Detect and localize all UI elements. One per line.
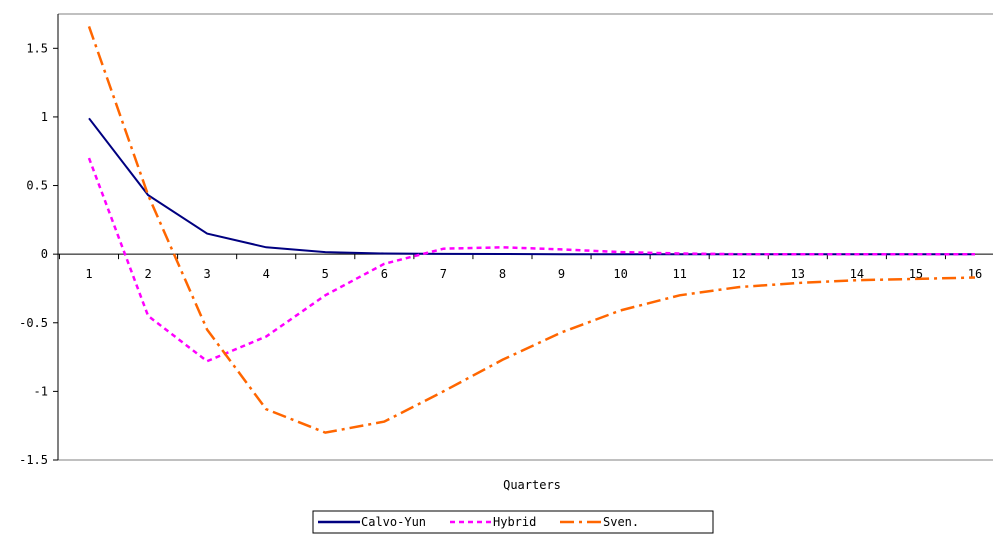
legend-box [312, 510, 714, 534]
plot-area [58, 13, 993, 461]
x-tick-label: 4 [263, 267, 270, 281]
x-tick-label: 2 [144, 267, 151, 281]
x-tick-label: 7 [440, 267, 447, 281]
y-tick-label: -1.5 [19, 453, 48, 467]
x-tick-label: 16 [968, 267, 982, 281]
x-tick-label: 10 [613, 267, 627, 281]
legend: Calvo-Yun Hybrid Sven. [312, 510, 714, 534]
x-tick-label: 1 [85, 267, 92, 281]
series-line-calvo-yun [88, 117, 975, 256]
y-tick-label: -1 [34, 384, 48, 398]
x-tick-label: 5 [322, 267, 329, 281]
x-axis-title: Quarters [503, 478, 561, 492]
x-tick-label: 3 [204, 267, 211, 281]
y-tick-label: 0 [41, 247, 48, 261]
x-tick-label: 11 [672, 267, 686, 281]
x-axis: 1 2 3 4 5 6 7 8 9 10 11 12 13 14 15 16 [58, 253, 993, 281]
y-tick-label: 1.5 [26, 41, 48, 55]
y-axis: -1.5 -1 -0.5 0 0.5 1 1.5 [19, 14, 59, 467]
x-tick-label: 14 [850, 267, 864, 281]
x-tick-label: 8 [499, 267, 506, 281]
series-line-hybrid [87, 157, 975, 363]
x-tick-label: 13 [791, 267, 805, 281]
y-tick-label: -0.5 [19, 316, 48, 330]
legend-label: Calvo-Yun [361, 515, 426, 529]
x-tick-label: 9 [558, 267, 565, 281]
y-tick-label: 1 [41, 110, 48, 124]
series-line-sven [87, 25, 976, 434]
x-tick-label: 12 [732, 267, 746, 281]
y-tick-label: 0.5 [26, 179, 48, 193]
legend-label: Hybrid [493, 515, 536, 529]
legend-label: Sven. [603, 515, 639, 529]
series-layer [87, 25, 976, 434]
x-tick-label: 6 [381, 267, 388, 281]
